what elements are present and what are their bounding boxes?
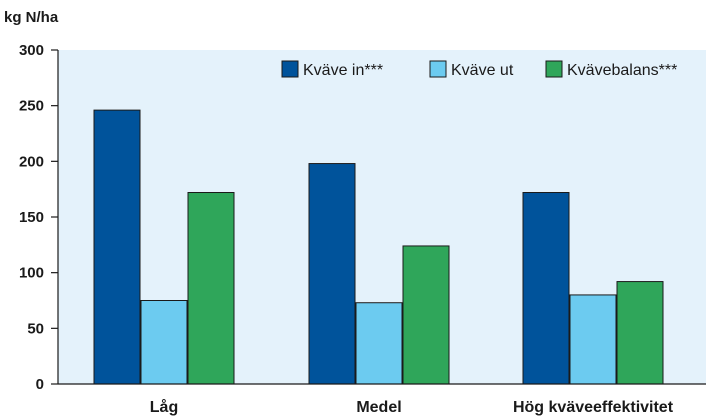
bar-2-1 (140, 300, 188, 385)
x-category-label: Hög kväveeffektivitet (513, 399, 674, 416)
bar-2-3 (569, 294, 617, 385)
x-axis-labels: Låg Medel Hög kväveeffektivitet (150, 398, 674, 416)
bars-group (93, 109, 664, 385)
bar-3-3 (616, 281, 664, 385)
y-tick-label: 0 (36, 376, 44, 393)
y-tick-label: 250 (19, 98, 44, 115)
legend-swatch (429, 60, 447, 78)
bar-1-1 (93, 109, 141, 385)
legend-swatch (545, 60, 563, 78)
y-tick-label: 200 (19, 153, 44, 170)
y-axis-ticks: 0 50 100 150 200 250 300 (19, 42, 58, 393)
bar-3-2 (402, 245, 450, 385)
bar-3-1 (187, 192, 235, 385)
y-tick-label: 150 (19, 209, 44, 226)
legend-label: Kvävebalans*** (567, 62, 677, 79)
x-category-label: Medel (356, 399, 401, 416)
y-tick-label: 100 (19, 265, 44, 282)
x-category-label: Låg (150, 398, 178, 416)
bar-1-3 (522, 192, 570, 385)
legend: Kväve in*** Kväve ut Kvävebalans*** (281, 60, 677, 79)
bar-2-2 (355, 302, 403, 385)
bar-1-2 (308, 163, 356, 385)
y-axis-unit-label: kg N/ha (4, 9, 59, 26)
legend-label: Kväve ut (451, 62, 514, 79)
y-tick-label: 50 (27, 320, 44, 337)
legend-label: Kväve in*** (303, 62, 383, 79)
y-tick-label: 300 (19, 42, 44, 59)
legend-swatch (281, 60, 299, 78)
